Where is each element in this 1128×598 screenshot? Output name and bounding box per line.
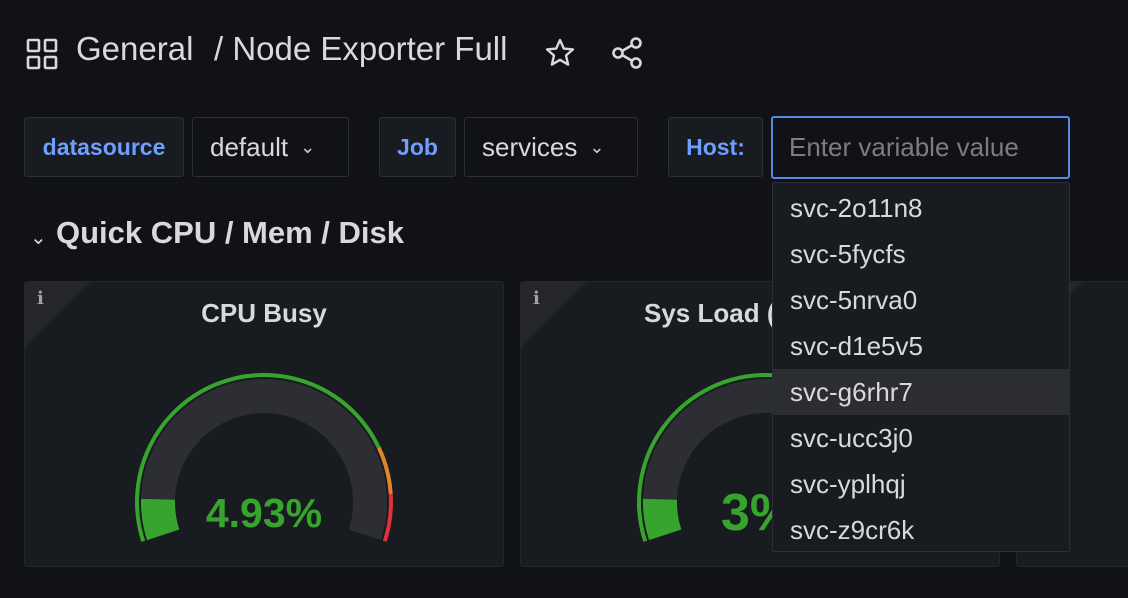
host-option[interactable]: svc-5fycfs <box>790 239 906 269</box>
host-option[interactable]: svc-z9cr6k <box>790 515 915 545</box>
star-icon[interactable] <box>544 37 576 69</box>
page-title: / Node Exporter Full <box>214 30 508 67</box>
breadcrumb-folder[interactable]: General <box>76 30 194 67</box>
panel-title[interactable]: Sys Load ( <box>644 298 776 328</box>
panel-corner <box>25 282 91 348</box>
host-label: Host: <box>668 117 763 177</box>
chevron-down-icon: ⌄ <box>589 136 605 157</box>
host-option[interactable]: svc-d1e5v5 <box>790 331 923 361</box>
host-option[interactable]: svc-5nrva0 <box>790 285 918 315</box>
host-input[interactable] <box>771 116 1070 179</box>
panel-cpu-busy: i CPU Busy 4.93% <box>24 281 504 567</box>
host-option[interactable]: svc-g6rhr7 <box>773 369 1069 415</box>
job-label: Job <box>379 117 456 177</box>
datasource-value: default <box>210 131 289 162</box>
host-label-text: Host: <box>686 133 745 160</box>
host-option[interactable]: svc-yplhqj <box>790 469 906 499</box>
share-icon[interactable] <box>610 36 644 70</box>
job-select[interactable]: services ⌄ <box>464 117 638 177</box>
job-label-text: Job <box>397 133 438 160</box>
panel-corner <box>521 282 587 348</box>
datasource-label-text: datasource <box>42 133 166 160</box>
host-option[interactable]: svc-2o11n8 <box>790 193 923 223</box>
dashboard-grid-icon[interactable] <box>26 38 58 70</box>
info-icon[interactable]: i <box>37 288 44 309</box>
datasource-label: datasource <box>24 117 184 177</box>
chevron-down-icon: ⌄ <box>300 136 316 157</box>
job-value: services <box>482 131 578 162</box>
info-icon[interactable]: i <box>533 288 540 309</box>
datasource-select[interactable]: default ⌄ <box>192 117 349 177</box>
panel-title[interactable]: CPU Busy <box>201 298 327 328</box>
row-collapse-chevron-icon[interactable]: ⌄ <box>30 227 47 249</box>
row-title[interactable]: Quick CPU / Mem / Disk <box>56 215 404 250</box>
host-options-dropdown: svc-2o11n8 svc-5fycfs svc-5nrva0 svc-d1e5v5… <box>772 182 1070 552</box>
host-option[interactable]: svc-ucc3j0 <box>790 423 913 453</box>
gauge-value: 4.93% <box>206 490 322 536</box>
cpu-busy-gauge: 4.93% <box>135 373 393 542</box>
